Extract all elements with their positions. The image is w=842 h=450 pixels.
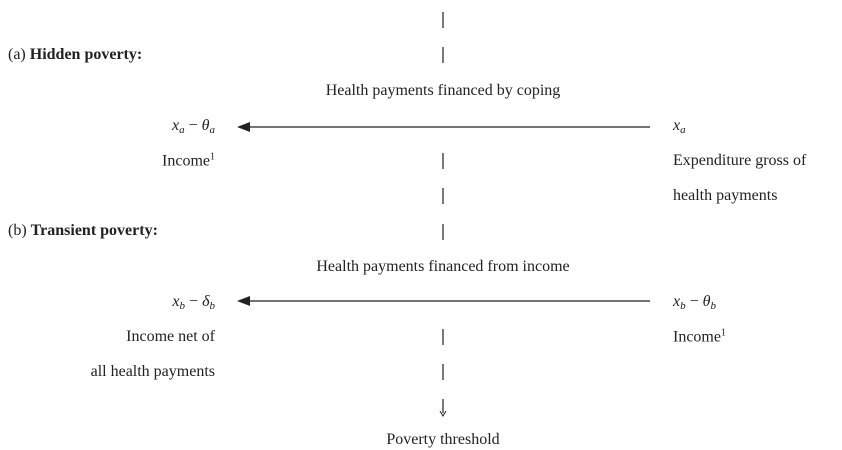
right-label: Income1 <box>673 327 726 346</box>
section-heading: (a) Hidden poverty: <box>8 47 142 63</box>
label-text: Expenditure gross of <box>673 152 807 169</box>
flow-label: Health payments financed from income <box>316 258 570 275</box>
left-expression: xa − θa <box>172 118 215 136</box>
variable: δ <box>202 293 210 310</box>
flow-label: Health payments financed by coping <box>325 82 561 99</box>
subscript: b <box>710 300 717 312</box>
subscript: b <box>179 300 186 312</box>
subscript: a <box>680 124 686 136</box>
operator: − <box>189 293 199 310</box>
variable: x <box>172 293 180 310</box>
subscript: a <box>179 124 185 136</box>
variable: θ <box>702 293 711 310</box>
operator: − <box>188 117 198 134</box>
section-title: Hidden poverty: <box>29 46 143 63</box>
right-expression: xa <box>673 118 686 136</box>
left-label: Income1 <box>162 151 215 170</box>
subscript: a <box>209 124 216 136</box>
subscript: b <box>209 300 216 312</box>
down-arrowhead <box>439 410 447 417</box>
variable: θ <box>201 117 210 134</box>
variable: x <box>673 293 681 310</box>
left-label: Income net of <box>126 329 215 345</box>
arrowhead-a <box>237 122 250 132</box>
section-title: Transient poverty: <box>30 222 158 239</box>
label-text: all health payments <box>90 363 215 380</box>
label-text: Income net of <box>126 328 215 345</box>
right-label: health payments <box>673 188 777 204</box>
left-expression: xb − δb <box>172 294 215 312</box>
subscript: b <box>680 300 686 312</box>
variable: x <box>172 117 180 134</box>
label-text: Income <box>162 152 210 170</box>
dashes <box>248 12 650 413</box>
right-expression: xb − θb <box>673 294 716 312</box>
section-tag: (a) <box>8 46 26 63</box>
label-text: health payments <box>673 187 778 204</box>
footnote-mark: 1 <box>720 327 726 339</box>
label-text: Income <box>673 328 721 346</box>
section-heading: (b) Transient poverty: <box>8 223 158 239</box>
footnote-mark: 1 <box>210 151 215 163</box>
footer: Poverty threshold <box>386 431 500 448</box>
variable: x <box>673 117 681 134</box>
left-label: all health payments <box>91 364 215 380</box>
arrowhead-b <box>237 296 250 306</box>
section-tag: (b) <box>8 222 27 239</box>
operator: − <box>689 293 699 310</box>
right-label: Expenditure gross of <box>673 153 806 169</box>
